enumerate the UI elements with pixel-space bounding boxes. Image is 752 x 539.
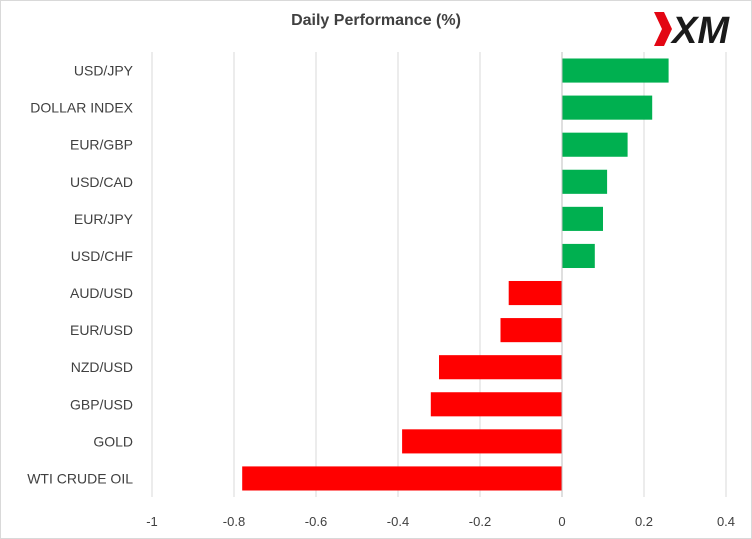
bar (562, 243, 595, 269)
category-label: EUR/USD (70, 322, 133, 338)
category-label: NZD/USD (71, 359, 133, 375)
bar (500, 318, 562, 343)
bar (430, 392, 562, 417)
logo-accent-shape (654, 12, 672, 46)
bar (439, 355, 562, 380)
x-tick-label: 0.4 (717, 514, 735, 529)
x-tick-label: -1 (146, 514, 158, 529)
bars (242, 58, 669, 491)
x-tick-label: 0 (558, 514, 565, 529)
bar (562, 206, 603, 231)
category-label: GOLD (93, 433, 133, 449)
x-tick-label: -0.6 (305, 514, 327, 529)
category-label: WTI CRUDE OIL (27, 470, 133, 486)
bar (402, 429, 562, 454)
category-label: USD/CHF (71, 248, 133, 264)
x-tick-label: 0.2 (635, 514, 653, 529)
bar (562, 95, 653, 120)
x-tick-label: -0.2 (469, 514, 491, 529)
bar (562, 132, 628, 157)
category-labels: USD/JPY DOLLAR INDEX EUR/GBP USD/CAD EUR/JPY… (27, 63, 133, 487)
category-label: EUR/JPY (74, 211, 134, 227)
category-label: EUR/GBP (70, 137, 133, 153)
bar (508, 280, 562, 306)
xm-logo: XM (654, 10, 730, 50)
bar (242, 466, 562, 491)
chart-title: Daily Performance (%) (291, 12, 461, 29)
x-tick-label: -0.8 (223, 514, 245, 529)
category-label: USD/CAD (70, 174, 133, 190)
category-label: USD/JPY (74, 63, 134, 79)
category-label: GBP/USD (70, 396, 133, 412)
category-label: AUD/USD (70, 285, 133, 301)
grid-lines (151, 52, 727, 497)
x-tick-label: -0.4 (387, 514, 409, 529)
tick-labels: -1 -0.8 -0.6 -0.4 -0.2 0 0.2 0.4 (146, 514, 735, 529)
logo-text: XM (670, 10, 730, 50)
category-label: DOLLAR INDEX (30, 100, 133, 116)
bar (562, 169, 608, 194)
bar (562, 58, 669, 83)
